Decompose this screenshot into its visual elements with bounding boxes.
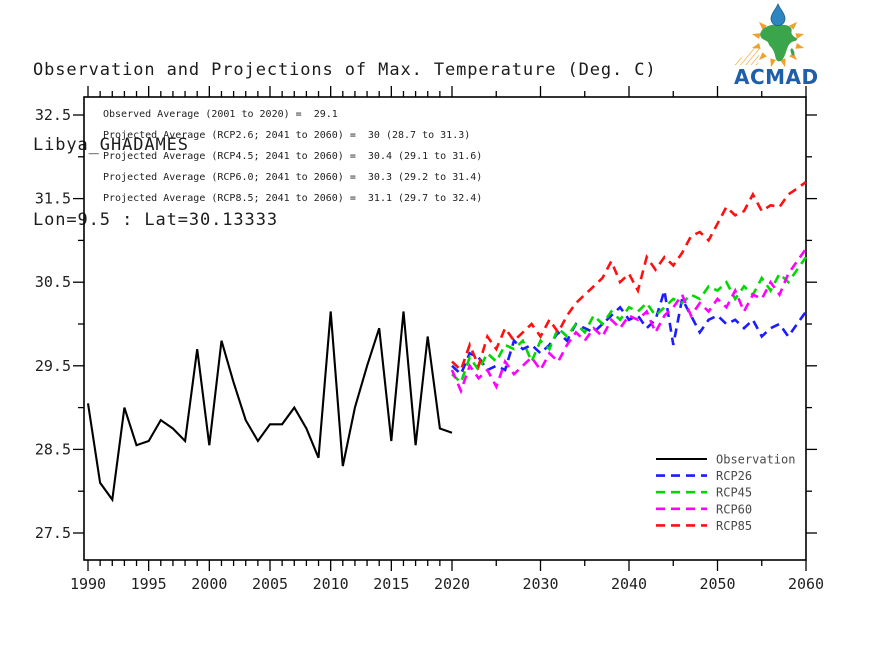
acmad-logo-graphic xyxy=(731,2,805,68)
x-axis-label: 2060 xyxy=(788,575,824,593)
chart-title-block: Observation and Projections of Max. Temp… xyxy=(33,8,657,283)
x-axis-label: 2010 xyxy=(313,575,349,593)
x-axis-label: 2005 xyxy=(252,575,288,593)
x-axis-label: 2000 xyxy=(191,575,227,593)
average-annotation: Projected Average (RCP2.6; 2041 to 2060)… xyxy=(103,130,470,141)
chart-title: Observation and Projections of Max. Temp… xyxy=(33,60,657,80)
legend-label-rcp45: RCP45 xyxy=(716,486,752,500)
sun-ray-icon xyxy=(789,21,798,30)
average-annotation: Projected Average (RCP4.5; 2041 to 2060)… xyxy=(103,151,482,162)
sun-ray-icon xyxy=(789,52,798,61)
sun-ray-icon xyxy=(770,58,776,68)
series-line-rcp85 xyxy=(451,180,807,373)
sun-ray-icon xyxy=(758,52,767,61)
legend-label-observation: Observation xyxy=(716,453,795,467)
sun-ray-icon xyxy=(795,43,805,49)
legend-label-rcp60: RCP60 xyxy=(716,502,752,516)
station-name: Libya_GHADAMES xyxy=(33,135,189,155)
acmad-logo-text: ACMAD xyxy=(734,65,819,89)
x-axis-label: 1990 xyxy=(70,575,106,593)
x-axis-label: 2050 xyxy=(699,575,735,593)
x-axis-label: 2015 xyxy=(373,575,409,593)
average-annotation: Projected Average (RCP8.5; 2041 to 2060)… xyxy=(103,193,482,204)
madagascar-icon xyxy=(790,48,795,56)
sun-ray-icon xyxy=(780,58,786,68)
y-axis-label: 32.5 xyxy=(35,106,71,124)
y-axis-label: 31.5 xyxy=(35,190,71,208)
y-axis-label: 28.5 xyxy=(35,440,71,458)
series-line-rcp45 xyxy=(451,256,808,385)
sun-rays-icon xyxy=(751,21,805,68)
x-axis-label: 2030 xyxy=(522,575,558,593)
sun-ray-icon xyxy=(751,33,761,39)
series-line-observation xyxy=(86,311,453,503)
hatch-triangle-icon xyxy=(731,44,760,65)
legend-label-rcp85: RCP85 xyxy=(716,519,752,533)
x-axis-label: 1995 xyxy=(131,575,167,593)
series-line-rcp60 xyxy=(450,248,808,395)
y-axis-label: 29.5 xyxy=(35,357,71,375)
water-drop-icon xyxy=(770,2,786,26)
y-axis-label: 27.5 xyxy=(35,524,71,542)
y-axis-label: 30.5 xyxy=(35,273,71,291)
plot-frame xyxy=(83,96,807,561)
x-axis-label: 2020 xyxy=(434,575,470,593)
acmad-logo: ACMAD xyxy=(725,2,831,90)
series-line-rcp26 xyxy=(451,290,808,377)
sun-ray-icon xyxy=(758,21,767,30)
sun-ray-icon xyxy=(795,33,805,39)
average-annotation: Observed Average (2001 to 2020) = 29.1 xyxy=(103,109,338,120)
x-axis-label: 2040 xyxy=(611,575,647,593)
average-annotation: Projected Average (RCP6.0; 2041 to 2060)… xyxy=(103,172,482,183)
legend-label-rcp26: RCP26 xyxy=(716,469,752,483)
africa-map-icon xyxy=(760,24,798,62)
coordinates: Lon=9.5 : Lat=30.13333 xyxy=(33,210,278,230)
